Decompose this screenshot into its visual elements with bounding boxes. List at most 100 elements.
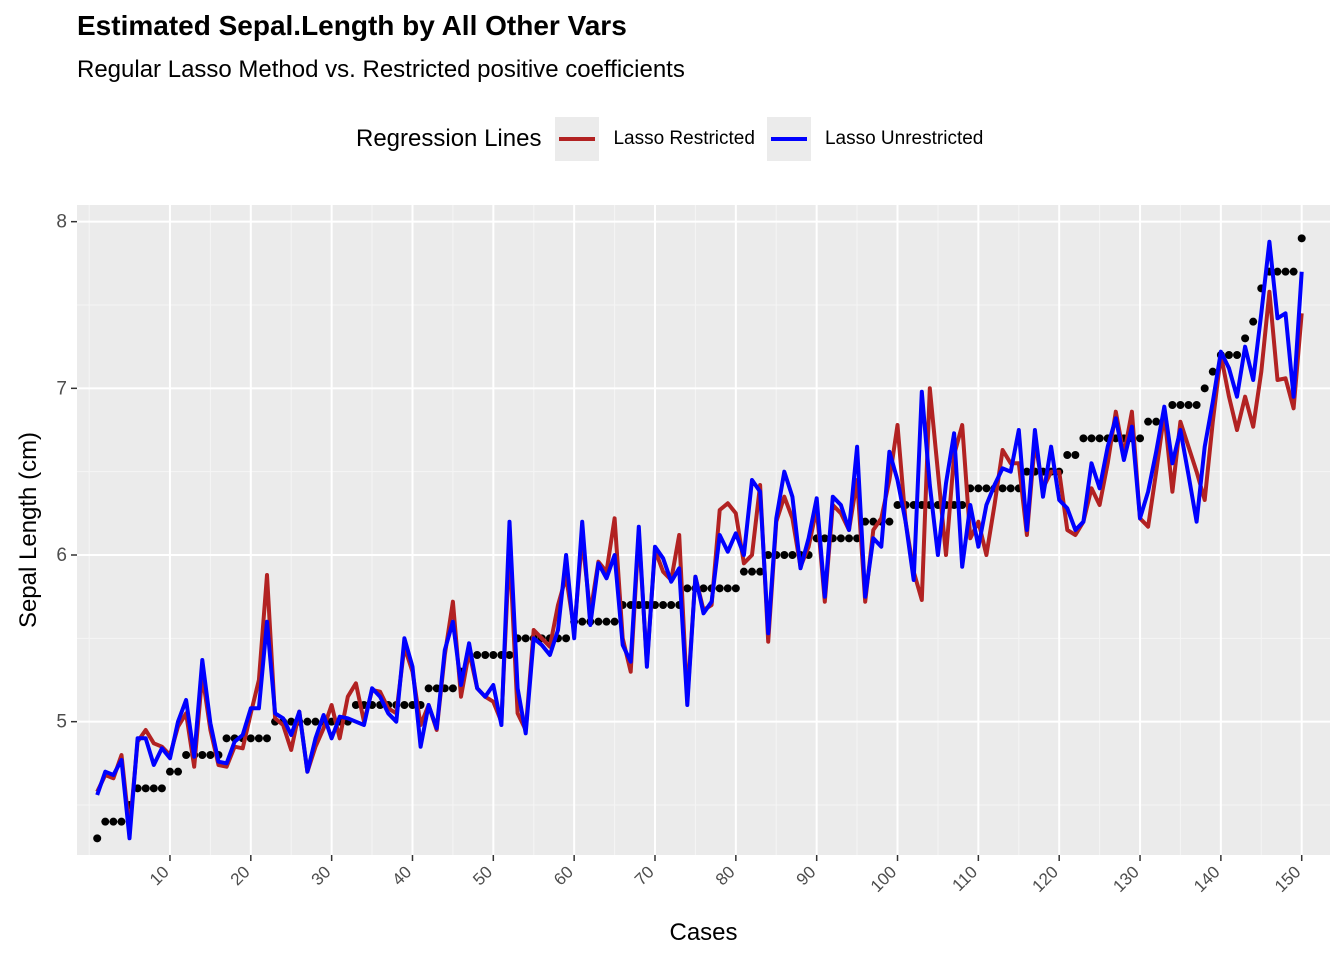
data-point: [1241, 334, 1250, 343]
x-axis-title: Cases: [669, 919, 737, 946]
x-tick-label: 120: [1029, 862, 1062, 895]
data-point: [1079, 434, 1088, 443]
x-tick-label: 10: [146, 862, 173, 889]
x-tick-label: 150: [1271, 862, 1304, 895]
data-point: [174, 767, 183, 776]
x-tick-label: 40: [388, 862, 415, 889]
series-line-unrestricted: [95, 239, 1304, 841]
data-point: [311, 717, 320, 726]
x-tick-label: 80: [712, 862, 739, 889]
data-point: [424, 684, 433, 693]
data-point: [1249, 317, 1258, 326]
data-point: [481, 651, 490, 659]
legend-key-restricted: [555, 117, 600, 161]
data-point: [198, 751, 207, 759]
data-point: [748, 567, 757, 576]
data-point: [400, 701, 409, 709]
data-point: [448, 684, 457, 693]
data-point: [149, 784, 158, 793]
x-tick-label: 70: [631, 862, 658, 889]
data-point: [109, 817, 118, 826]
chart-subtitle: Regular Lasso Method vs. Restricted posi…: [77, 56, 685, 83]
data-point: [1022, 467, 1031, 476]
data-point: [998, 484, 1007, 493]
data-point: [667, 601, 676, 609]
data-point: [165, 767, 174, 776]
data-point: [1136, 434, 1145, 443]
data-point: [820, 534, 829, 543]
y-tick-label: 7: [56, 378, 67, 399]
data-point: [117, 817, 126, 826]
chart-title: Estimated Sepal.Length by All Other Vars: [77, 10, 627, 41]
legend-key-unrestricted: [766, 117, 811, 161]
data-point: [594, 617, 603, 626]
x-tick-label: 110: [949, 862, 982, 895]
data-point: [788, 551, 797, 559]
data-point: [1289, 267, 1298, 276]
data-point: [845, 534, 854, 543]
data-point: [182, 751, 191, 759]
data-point: [262, 734, 271, 743]
legend-label-restricted: Lasso Restricted: [613, 128, 755, 149]
data-point: [1095, 434, 1104, 443]
data-point: [157, 784, 166, 793]
data-point: [1144, 417, 1153, 426]
data-point: [1192, 401, 1201, 409]
data-point: [1273, 267, 1282, 276]
data-point: [1071, 451, 1080, 459]
data-point: [351, 701, 360, 709]
data-point: [222, 734, 231, 743]
data-point: [634, 601, 643, 609]
data-point: [715, 584, 724, 593]
data-point: [562, 634, 571, 643]
data-point: [602, 617, 611, 626]
legend-label-unrestricted: Lasso Unrestricted: [824, 128, 984, 149]
data-point: [982, 484, 991, 493]
x-tick-label: 30: [308, 862, 335, 889]
data-point: [1168, 401, 1177, 409]
data-point: [683, 584, 692, 593]
data-point: [731, 584, 740, 593]
data-point: [885, 517, 894, 526]
data-point: [246, 734, 255, 743]
data-point: [780, 551, 789, 559]
data-point: [893, 501, 902, 509]
data-point: [1233, 351, 1242, 359]
data-point: [93, 834, 102, 843]
data-point: [1087, 434, 1096, 443]
data-point: [1176, 401, 1185, 409]
x-tick-label: 90: [793, 862, 820, 889]
x-tick-label: 130: [1109, 862, 1142, 895]
data-point: [578, 617, 587, 626]
legend-item-unrestricted: Lasso Unrestricted: [766, 117, 984, 161]
data-point: [101, 817, 110, 826]
data-point: [254, 734, 263, 743]
data-point: [723, 584, 732, 593]
data-point: [1200, 384, 1209, 393]
data-point: [610, 617, 619, 626]
data-point: [521, 634, 530, 643]
data-point: [505, 651, 514, 659]
data-point: [836, 534, 845, 543]
legend-title: Regression Lines: [356, 125, 542, 152]
data-point: [141, 784, 150, 793]
data-point: [489, 651, 498, 659]
plot-panel: [77, 205, 1330, 855]
data-point: [699, 584, 708, 593]
data-point: [473, 651, 482, 659]
data-point: [1006, 484, 1015, 493]
data-point: [206, 751, 215, 759]
data-point: [659, 601, 668, 609]
data-point: [739, 567, 748, 576]
data-point: [764, 551, 773, 559]
data-point: [1224, 351, 1233, 359]
y-tick-label: 6: [56, 545, 67, 566]
data-point: [974, 484, 983, 493]
y-axis-title: Sepal Length (cm): [15, 432, 42, 628]
data-point: [1297, 234, 1306, 243]
data-point: [1152, 417, 1161, 426]
data-point: [756, 567, 765, 576]
data-point: [1063, 451, 1072, 459]
y-tick-label: 8: [56, 212, 67, 233]
